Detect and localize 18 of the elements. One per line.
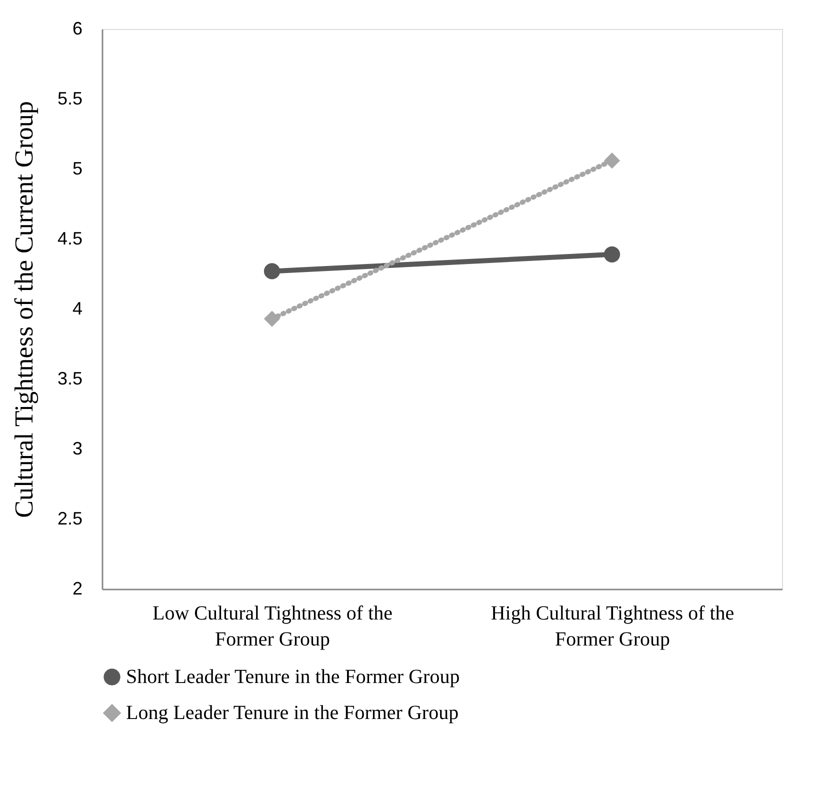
y-tick-label: 5.5 <box>57 88 82 108</box>
point <box>604 246 620 262</box>
y-tick-label: 2 <box>72 578 82 598</box>
x-tick-label: Low Cultural Tightness of the Former Group <box>152 602 393 650</box>
y-tick-label: 4 <box>72 298 82 318</box>
point <box>264 310 280 327</box>
legend-label: Long Leader Tenure in the Former Group <box>126 702 459 724</box>
legend-label: Short Leader Tenure in the Former Group <box>126 666 460 688</box>
y-tick-label: 3.5 <box>57 368 82 388</box>
y-tick-label: 2.5 <box>57 508 82 528</box>
y-tick-label: 4.5 <box>57 228 82 248</box>
y-axis-title: Cultural Tightness of the Current Group <box>9 101 38 518</box>
y-tick-label: 3 <box>72 438 82 458</box>
point <box>264 263 280 280</box>
y-tick-label: 6 <box>72 18 82 38</box>
y-tick-label: 5 <box>72 158 82 178</box>
point <box>604 152 620 169</box>
x-tick-label: High Cultural Tightness of the Former Group <box>490 602 734 650</box>
